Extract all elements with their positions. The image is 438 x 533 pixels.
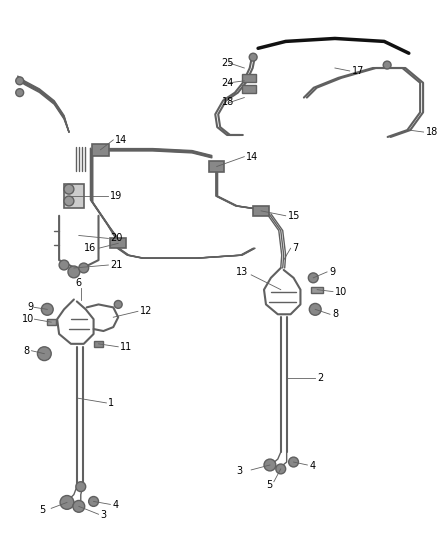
Circle shape: [60, 496, 74, 510]
Circle shape: [308, 273, 318, 282]
Circle shape: [88, 497, 99, 506]
Text: 13: 13: [237, 267, 249, 277]
Bar: [242, 74, 256, 82]
Text: 12: 12: [140, 306, 152, 316]
Text: 1: 1: [108, 398, 114, 408]
Circle shape: [289, 457, 298, 467]
Circle shape: [68, 266, 80, 278]
Text: 5: 5: [39, 505, 46, 515]
Text: 25: 25: [222, 58, 234, 68]
Circle shape: [309, 303, 321, 315]
Text: 19: 19: [110, 191, 123, 201]
Text: 16: 16: [84, 243, 96, 253]
Circle shape: [383, 61, 391, 69]
Text: 18: 18: [426, 127, 438, 137]
Text: 5: 5: [266, 480, 272, 490]
Circle shape: [41, 303, 53, 315]
Text: 9: 9: [329, 267, 335, 277]
Text: 3: 3: [100, 510, 106, 520]
Text: 9: 9: [28, 302, 34, 312]
Text: 15: 15: [288, 211, 300, 221]
Circle shape: [64, 196, 74, 206]
Text: 4: 4: [112, 500, 118, 511]
Bar: [64, 184, 84, 208]
Text: 17: 17: [352, 66, 364, 76]
Circle shape: [16, 88, 24, 96]
Bar: [94, 341, 103, 347]
Circle shape: [114, 301, 122, 309]
Text: 8: 8: [332, 309, 338, 319]
Bar: [311, 287, 323, 293]
Circle shape: [76, 482, 86, 491]
Bar: [47, 319, 56, 325]
Bar: [92, 144, 110, 156]
Text: 18: 18: [222, 98, 234, 108]
Bar: [253, 206, 269, 216]
Text: 10: 10: [21, 314, 34, 324]
Text: 6: 6: [76, 278, 82, 288]
Bar: [209, 160, 224, 172]
Circle shape: [79, 263, 88, 273]
Text: 10: 10: [335, 287, 347, 297]
Text: 20: 20: [110, 233, 123, 244]
Text: 7: 7: [293, 243, 299, 253]
Text: 3: 3: [237, 466, 243, 476]
Circle shape: [59, 260, 69, 270]
Circle shape: [276, 464, 286, 474]
Text: 24: 24: [222, 78, 234, 88]
Circle shape: [249, 53, 257, 61]
Text: 8: 8: [24, 346, 30, 356]
Bar: [242, 85, 256, 93]
Circle shape: [64, 184, 74, 194]
Bar: [110, 238, 126, 248]
Text: 4: 4: [309, 461, 315, 471]
Text: 2: 2: [317, 373, 323, 383]
Text: 14: 14: [115, 135, 127, 145]
Circle shape: [16, 77, 24, 85]
Circle shape: [264, 459, 276, 471]
Circle shape: [73, 500, 85, 512]
Text: 11: 11: [120, 342, 132, 352]
Text: 21: 21: [110, 260, 123, 270]
Circle shape: [37, 347, 51, 361]
Text: 14: 14: [246, 152, 258, 161]
